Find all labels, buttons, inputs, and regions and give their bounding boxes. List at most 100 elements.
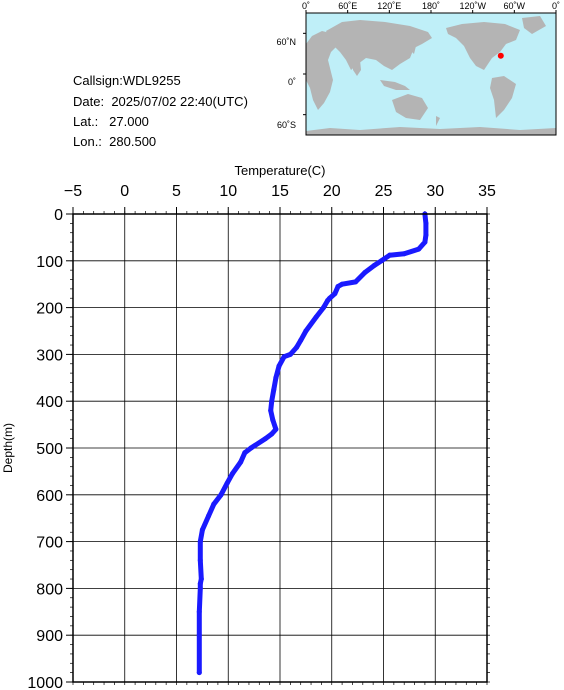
- x-tick-label: 5: [172, 183, 181, 200]
- data-point: [268, 408, 274, 414]
- data-point: [416, 246, 422, 252]
- data-point: [287, 351, 293, 357]
- y-tick-label: 300: [36, 347, 63, 364]
- x-tick-label: −5: [64, 183, 82, 200]
- land-south-america: [490, 76, 516, 118]
- data-point: [332, 291, 338, 297]
- x-tick-label: 35: [478, 183, 496, 200]
- data-point: [197, 585, 203, 591]
- x-tick-label: 0: [120, 183, 129, 200]
- data-point: [298, 337, 304, 343]
- data-point: [196, 670, 202, 676]
- data-point: [224, 480, 230, 486]
- x-tick-labels: −5 0 5 10 15 20 25 30 35: [64, 183, 496, 200]
- data-point: [269, 398, 275, 404]
- lat-line: Lat.: 27.000: [73, 114, 149, 130]
- world-map: 0˚ 60˚E 120˚E 180˚ 120˚W 60˚W 0˚ 60˚N 0˚…: [276, 1, 560, 136]
- land-antarctica: [306, 127, 556, 135]
- x-tick-label: 25: [375, 183, 393, 200]
- data-point: [339, 281, 345, 287]
- map-lon-label: 0˚: [552, 1, 560, 11]
- map-lon-label: 60˚W: [504, 1, 526, 11]
- y-tick-label: 700: [36, 535, 63, 552]
- data-point: [248, 445, 254, 451]
- y-tick-label: 200: [36, 301, 63, 318]
- land-africa-europe: [306, 31, 336, 110]
- series-temperature-profile: [196, 211, 429, 676]
- data-point: [401, 251, 407, 257]
- y-tick-labels: 0 100 200 300 400 500 600 700 800 900 1000: [27, 207, 63, 690]
- data-point: [353, 279, 359, 285]
- temperature-depth-chart: −5 0 5 10 15 20 25 30 35 01002003004005006007008…: [1, 163, 496, 690]
- map-lon-label: 0˚: [302, 1, 310, 11]
- data-point: [423, 232, 429, 238]
- land-india: [353, 60, 361, 76]
- data-point: [371, 262, 377, 268]
- data-point: [229, 471, 235, 477]
- data-point: [276, 363, 282, 369]
- y-tick-label: 400: [36, 394, 63, 411]
- data-point: [218, 492, 224, 498]
- data-point: [197, 581, 203, 587]
- land-new-zealand: [436, 116, 440, 126]
- station-marker: [497, 52, 504, 59]
- y-tick-label: 1000: [27, 675, 63, 690]
- lat-value: 27.000: [109, 114, 149, 129]
- data-point: [303, 328, 309, 334]
- data-point: [269, 431, 275, 437]
- data-point: [197, 539, 203, 545]
- map-lon-label: 120˚E: [377, 1, 401, 11]
- data-point: [197, 557, 203, 563]
- data-point: [378, 258, 384, 264]
- land-north-america: [446, 22, 520, 70]
- data-point: [242, 450, 248, 456]
- map-lon-label: 60˚E: [338, 1, 357, 11]
- land-indonesia: [380, 80, 410, 90]
- data-point: [196, 632, 202, 638]
- callsign-line: Callsign:WDL9255: [73, 73, 181, 89]
- y-tick-label: 600: [36, 488, 63, 505]
- data-point: [422, 239, 428, 245]
- data-point: [423, 220, 429, 226]
- data-point: [335, 284, 341, 290]
- data-point: [271, 387, 277, 392]
- data-point: [270, 417, 276, 423]
- map-land: [306, 16, 556, 135]
- data-point: [238, 459, 244, 465]
- map-ticks: [303, 10, 557, 116]
- x-tick-label: 15: [271, 183, 289, 200]
- data-point: [273, 375, 279, 381]
- land-asia: [326, 20, 432, 70]
- lat-label: Lat.:: [73, 114, 99, 129]
- data-point: [362, 270, 368, 275]
- map-lat-label: 0˚: [288, 77, 296, 87]
- lon-value: 280.500: [109, 134, 157, 149]
- y-tick-label: 500: [36, 441, 63, 458]
- data-point: [206, 513, 212, 519]
- map-lat-label: 60˚S: [277, 120, 296, 130]
- data-point: [273, 426, 279, 432]
- data-point: [199, 527, 205, 533]
- x-axis-label: Temperature(C): [234, 163, 325, 178]
- date-label: Date:: [73, 94, 105, 109]
- x-tick-label: 20: [323, 183, 341, 200]
- x-tick-label: 10: [219, 183, 237, 200]
- data-point: [196, 609, 202, 615]
- date-line: Date: 2025/07/02 22:40(UTC): [73, 94, 248, 110]
- data-point: [325, 298, 331, 304]
- land-australia: [392, 94, 428, 120]
- map-latitude-labels: 60˚N 0˚ 60˚S: [276, 37, 296, 130]
- map-longitude-labels: 0˚ 60˚E 120˚E 180˚ 120˚W 60˚W 0˚: [302, 1, 560, 11]
- x-tick-label: 30: [426, 183, 444, 200]
- data-point: [320, 305, 326, 311]
- y-axis-label: Depth(m): [1, 423, 15, 473]
- callsign-label: Callsign:: [73, 73, 123, 88]
- callsign-value: WDL9255: [122, 73, 181, 88]
- plot-border: [72, 213, 488, 683]
- date-value: 2025/07/02 22:40(UTC): [111, 94, 248, 109]
- y-tick-label: 900: [36, 628, 63, 645]
- data-point: [281, 354, 287, 360]
- map-lat-label: 60˚N: [276, 37, 296, 47]
- data-point: [211, 501, 217, 507]
